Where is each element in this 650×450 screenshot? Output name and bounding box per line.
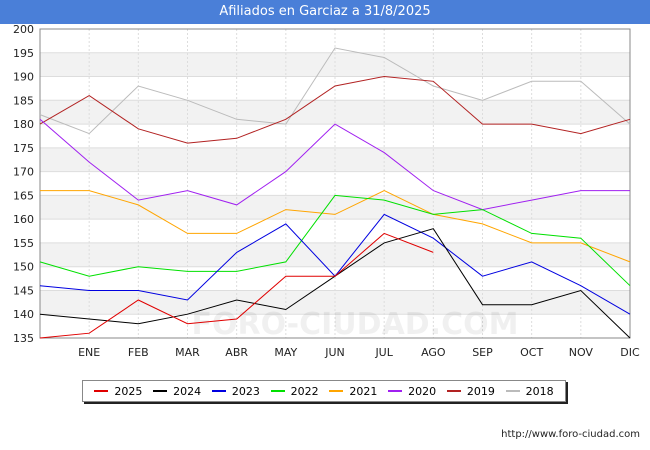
- x-tick-label: MAR: [175, 346, 200, 359]
- x-tick-label: FEB: [128, 346, 149, 359]
- series-line-2018: [39, 47, 631, 135]
- y-tick-label: 180: [13, 118, 34, 131]
- grid-band: [40, 147, 630, 172]
- legend-label: 2020: [408, 384, 437, 398]
- watermark-text: FORO-CIUDAD.COM: [192, 307, 519, 342]
- x-tick-label: SEP: [472, 346, 493, 359]
- y-tick-label: 165: [13, 189, 34, 202]
- legend-swatch: [94, 390, 109, 392]
- legend-label: 2021: [349, 384, 378, 398]
- x-tick-label: JUL: [374, 346, 393, 359]
- legend-item-2018: 2018: [505, 384, 554, 398]
- grid-band: [40, 100, 630, 125]
- line-chart: 135 140 145 150 155 160 165 170 175 180 185 190 195 2…: [13, 24, 640, 359]
- x-tick-label: ABR: [225, 346, 248, 359]
- x-tick-label: OCT: [520, 346, 543, 359]
- legend-item-2025: 2025: [94, 385, 142, 398]
- legend-swatch: [153, 390, 168, 392]
- y-tick-label: 185: [13, 94, 34, 107]
- series-line-2019: [39, 75, 631, 144]
- y-tick-label: 140: [13, 308, 34, 321]
- legend-item-2023: 2023: [211, 384, 260, 398]
- chart-legend: 2025 2024 2023 2022 2021 2020 2019 2018: [82, 380, 566, 402]
- legend-label: 2018: [525, 384, 554, 398]
- legend-swatch: [388, 390, 403, 392]
- grid-band: [40, 52, 630, 77]
- x-tick-label: DIC: [620, 346, 640, 359]
- plot-border: [39, 28, 631, 339]
- legend-swatch: [505, 390, 520, 392]
- legend-item-2021: 2021: [329, 385, 377, 398]
- y-tick-label: 175: [13, 142, 34, 155]
- y-tick-label: 135: [13, 332, 34, 345]
- source-url: http://www.foro-ciudad.com: [501, 429, 640, 440]
- series-line-2020: [39, 118, 630, 211]
- y-tick-label: 155: [13, 237, 34, 250]
- y-tick-label: 200: [13, 24, 34, 36]
- grid-band: [40, 171, 630, 196]
- series-line-2021: [40, 190, 631, 263]
- legend-item-2020: 2020: [388, 385, 436, 398]
- legend-swatch: [446, 390, 461, 392]
- legend-label: 2023: [231, 384, 260, 398]
- y-tick-label: 195: [13, 47, 34, 60]
- y-tick-label: 145: [13, 284, 34, 297]
- legend-label: 2022: [290, 384, 319, 398]
- x-tick-label: AGO: [421, 346, 446, 359]
- x-tick-label: MAY: [274, 346, 297, 359]
- legend-label: 2024: [173, 384, 202, 398]
- legend-item-2022: 2022: [270, 384, 319, 398]
- y-tick-label: 190: [13, 71, 34, 84]
- series-line-2022: [39, 194, 631, 287]
- y-tick-label: 150: [13, 261, 34, 274]
- x-tick-label: NOV: [569, 346, 594, 359]
- legend-label: 2019: [466, 384, 495, 398]
- legend-item-2019: 2019: [446, 384, 495, 398]
- legend-swatch: [211, 390, 226, 392]
- legend-swatch: [329, 390, 344, 392]
- x-tick-label: ENE: [78, 346, 100, 359]
- y-tick-label: 160: [13, 213, 34, 226]
- chart-title: Afiliados en Garciaz a 31/8/2025: [0, 0, 650, 24]
- legend-item-2024: 2024: [153, 385, 201, 398]
- legend-swatch: [270, 390, 285, 392]
- grid-band: [40, 76, 630, 101]
- x-tick-label: JUN: [324, 346, 345, 359]
- y-tick-label: 170: [13, 166, 34, 179]
- grid-band: [40, 124, 630, 148]
- series-line-2025: [39, 232, 434, 339]
- legend-label: 2025: [114, 384, 143, 398]
